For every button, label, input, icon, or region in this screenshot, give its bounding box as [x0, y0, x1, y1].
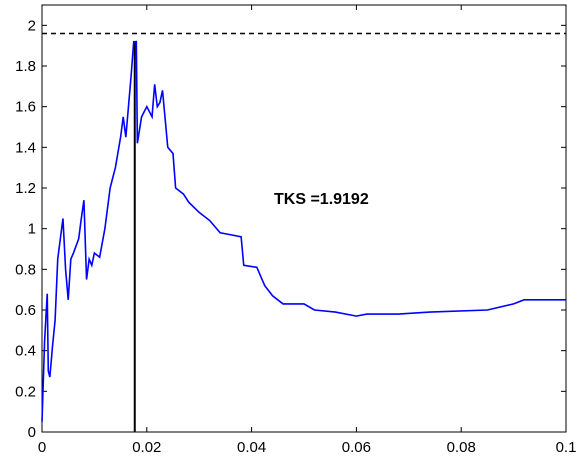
- y-tick-label: 0.4: [15, 343, 36, 360]
- y-tick-label: 0.6: [15, 302, 36, 319]
- x-tick-label: 0.1: [556, 439, 577, 456]
- y-tick-label: 0.8: [15, 261, 36, 278]
- data-line: [41, 40, 566, 422]
- annotation: TKS =1.9192: [274, 191, 369, 208]
- plot-frame: [41, 4, 567, 433]
- y-tick-label: 1: [28, 221, 36, 238]
- y-tick-label: 0.2: [15, 383, 36, 400]
- x-tick-label: 0.02: [132, 439, 161, 456]
- y-tick-label: 1.2: [15, 180, 36, 197]
- x-tick-label: 0.06: [342, 439, 371, 456]
- y-tick-label: 1.8: [15, 58, 36, 75]
- y-tick-label: 1.4: [15, 139, 36, 156]
- x-tick-label: 0: [38, 439, 46, 456]
- y-tick-label: 2: [28, 17, 36, 34]
- x-tick-label: 0.04: [237, 439, 266, 456]
- y-tick-label: 0: [28, 424, 36, 441]
- x-tick-label: 0.08: [447, 439, 476, 456]
- y-tick-label: 1.6: [15, 99, 36, 116]
